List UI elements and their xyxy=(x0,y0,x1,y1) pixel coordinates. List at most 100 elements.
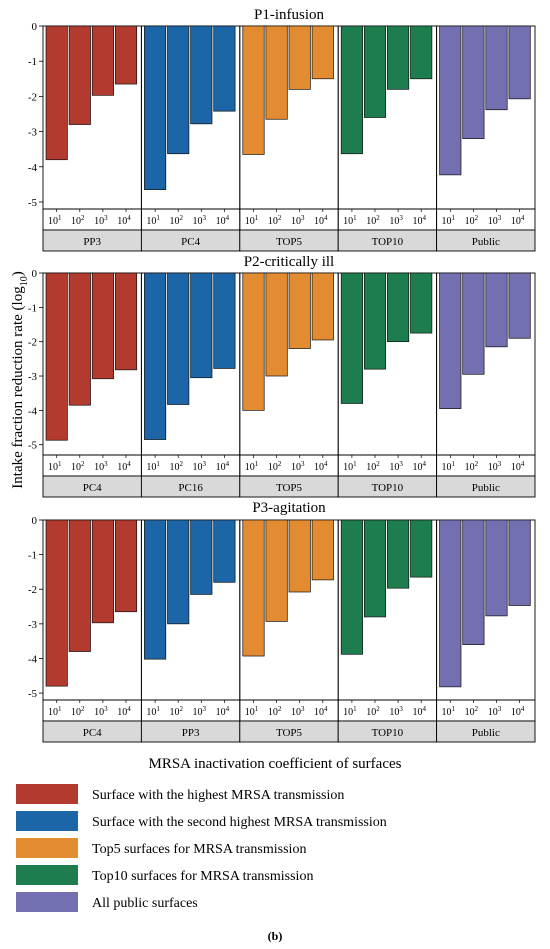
bar xyxy=(167,25,190,155)
bar xyxy=(144,25,167,190)
y-tick-label: -5 xyxy=(28,440,38,452)
y-tick-label: -4 xyxy=(28,653,38,665)
y-tick-label: -5 xyxy=(28,197,38,209)
group-label: TOP5 xyxy=(276,482,303,494)
group-label: TOP5 xyxy=(276,727,303,739)
y-tick-label: -4 xyxy=(28,162,38,174)
x-tick-label: 102 xyxy=(268,705,282,718)
y-axis-label-subscript: 10 xyxy=(19,276,30,286)
group-label: PC4 xyxy=(181,236,200,248)
y-tick-label: -4 xyxy=(28,405,38,417)
x-tick-label: 103 xyxy=(291,460,305,473)
bar xyxy=(363,25,387,118)
bar xyxy=(213,519,236,583)
x-tick-label: 101 xyxy=(343,214,357,227)
bar xyxy=(114,272,138,371)
x-tick-label: 101 xyxy=(146,214,160,227)
y-tick-label: -3 xyxy=(28,127,38,139)
x-tick-label: 103 xyxy=(488,460,502,473)
bar xyxy=(288,519,311,593)
legend: Surface with the highest MRSA transmissi… xyxy=(16,784,387,912)
chart-panels: P1-infusion 0 -1 -2 -3 -4 -5 101 102 103 104 PP3 101… xyxy=(28,7,536,743)
bar xyxy=(68,25,91,125)
panel-1: P1-infusion 0 -1 -2 -3 -4 -5 101 102 103 104 PP3 101… xyxy=(28,7,536,252)
y-axis-label-close: ) xyxy=(10,271,26,276)
x-tick-label: 101 xyxy=(343,460,357,473)
bar xyxy=(311,25,334,80)
legend-label: All public surfaces xyxy=(92,896,198,911)
x-tick-label: 104 xyxy=(314,214,328,227)
x-tick-label: 103 xyxy=(389,705,403,718)
bar xyxy=(265,519,288,622)
x-tick-label: 102 xyxy=(169,460,183,473)
panel-title: P2-critically ill xyxy=(244,254,334,270)
x-tick-label: 101 xyxy=(442,214,456,227)
bar xyxy=(45,272,68,441)
bar xyxy=(485,25,508,111)
x-tick-label: 102 xyxy=(366,460,380,473)
x-tick-label: 103 xyxy=(488,214,502,227)
x-tick-label: 104 xyxy=(511,705,525,718)
x-tick-label: 104 xyxy=(314,460,328,473)
bar xyxy=(485,519,508,617)
bar xyxy=(144,519,167,660)
bar xyxy=(410,519,433,578)
y-tick-label: -2 xyxy=(28,337,37,349)
y-axis-label: Intake fraction reduction rate (log10) xyxy=(10,271,30,488)
bar xyxy=(190,25,213,125)
bar xyxy=(144,272,167,440)
y-tick-label: -2 xyxy=(28,584,37,596)
x-tick-label: 103 xyxy=(389,214,403,227)
x-tick-label: 104 xyxy=(412,214,426,227)
x-tick-label: 103 xyxy=(94,214,108,227)
bar xyxy=(45,519,68,687)
y-tick-label: 0 xyxy=(32,268,38,280)
x-tick-label: 102 xyxy=(465,705,479,718)
y-tick-label: 0 xyxy=(32,515,38,527)
bar xyxy=(265,272,288,377)
group-label: PP3 xyxy=(182,727,200,739)
y-tick-label: -1 xyxy=(28,56,37,68)
x-tick-label: 101 xyxy=(48,705,62,718)
bar xyxy=(439,25,462,176)
x-tick-label: 104 xyxy=(412,460,426,473)
bar xyxy=(114,519,138,613)
bar xyxy=(311,519,334,581)
group-label: TOP10 xyxy=(372,482,404,494)
x-tick-label: 102 xyxy=(169,705,183,718)
x-tick-label: 103 xyxy=(389,460,403,473)
x-tick-label: 101 xyxy=(442,460,456,473)
bar xyxy=(439,519,462,688)
x-tick-label: 103 xyxy=(193,705,207,718)
bar xyxy=(45,25,68,161)
bar xyxy=(340,519,363,655)
figure-caption: (b) xyxy=(268,929,283,943)
y-tick-label: -5 xyxy=(28,688,38,700)
bar xyxy=(340,25,363,155)
bar xyxy=(242,519,265,657)
bar xyxy=(387,519,410,589)
x-tick-label: 102 xyxy=(71,460,85,473)
x-tick-label: 104 xyxy=(117,705,131,718)
x-tick-label: 102 xyxy=(366,705,380,718)
bar xyxy=(363,272,387,370)
x-tick-label: 101 xyxy=(442,705,456,718)
x-tick-label: 102 xyxy=(71,705,85,718)
bar xyxy=(288,25,311,90)
group-label: TOP10 xyxy=(372,236,404,248)
x-tick-label: 101 xyxy=(146,460,160,473)
bar xyxy=(213,25,236,112)
x-tick-label: 104 xyxy=(117,214,131,227)
x-tick-label: 104 xyxy=(511,460,525,473)
x-tick-label: 102 xyxy=(465,214,479,227)
x-tick-label: 103 xyxy=(94,705,108,718)
x-tick-label: 102 xyxy=(169,214,183,227)
x-tick-label: 104 xyxy=(314,705,328,718)
group-label: Public xyxy=(472,236,500,248)
bar xyxy=(91,272,114,380)
group-label: PC4 xyxy=(83,482,102,494)
group-label: Public xyxy=(472,727,500,739)
group-strip xyxy=(436,229,536,252)
x-axis-label: MRSA inactivation coefficient of surface… xyxy=(149,756,402,772)
x-tick-label: 101 xyxy=(48,214,62,227)
